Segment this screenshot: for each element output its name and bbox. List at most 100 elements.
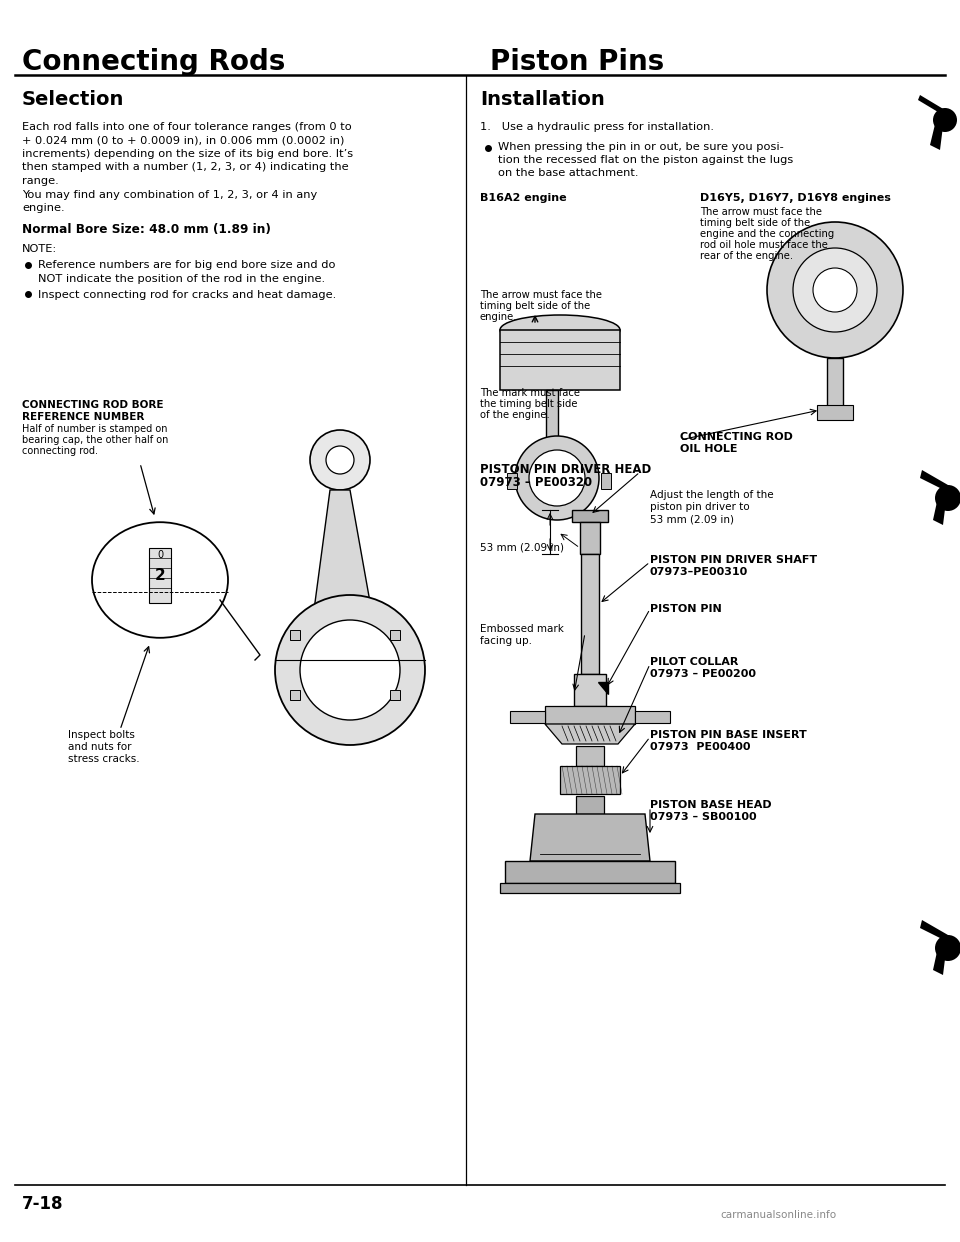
Text: When pressing the pin in or out, be sure you posi-: When pressing the pin in or out, be sure… <box>498 142 783 152</box>
Text: 7-18: 7-18 <box>22 1195 63 1213</box>
Text: 07973 – PE00320: 07973 – PE00320 <box>480 476 592 489</box>
Text: increments) depending on the size of its big end bore. It’s: increments) depending on the size of its… <box>22 149 353 159</box>
Text: Selection: Selection <box>22 89 125 109</box>
Polygon shape <box>598 682 608 694</box>
Ellipse shape <box>500 315 620 345</box>
Text: Adjust the length of the: Adjust the length of the <box>650 491 774 501</box>
Text: bearing cap, the other half on: bearing cap, the other half on <box>22 435 168 445</box>
Bar <box>290 630 300 640</box>
Text: carmanualsonline.info: carmanualsonline.info <box>720 1210 836 1220</box>
Text: PILOT COLLAR: PILOT COLLAR <box>650 657 738 667</box>
Text: The arrow must face the: The arrow must face the <box>700 207 822 217</box>
Text: 07973 – PE00200: 07973 – PE00200 <box>650 669 756 679</box>
Text: timing belt side of the: timing belt side of the <box>700 219 810 229</box>
Text: REFERENCE NUMBER: REFERENCE NUMBER <box>22 412 144 422</box>
Circle shape <box>515 436 599 520</box>
Bar <box>545 705 635 724</box>
Text: The arrow must face the: The arrow must face the <box>480 289 602 301</box>
Polygon shape <box>530 814 650 861</box>
Text: piston pin driver to: piston pin driver to <box>650 502 750 512</box>
Text: Normal Bore Size: 48.0 mm (1.89 in): Normal Bore Size: 48.0 mm (1.89 in) <box>22 222 271 236</box>
Circle shape <box>935 484 960 510</box>
Circle shape <box>935 935 960 961</box>
Circle shape <box>310 430 370 491</box>
Text: 53 mm (2.09 in): 53 mm (2.09 in) <box>650 514 734 524</box>
Bar <box>560 766 620 794</box>
Bar <box>390 630 400 640</box>
Text: rear of the engine.: rear of the engine. <box>700 251 793 261</box>
Text: rod oil hole must face the: rod oil hole must face the <box>700 240 828 250</box>
Text: engine and the connecting: engine and the connecting <box>700 229 834 238</box>
Text: the timing belt side: the timing belt side <box>480 399 578 409</box>
Polygon shape <box>918 94 945 150</box>
Text: 07973–PE00310: 07973–PE00310 <box>650 568 748 578</box>
Text: 53 mm (2.09 in): 53 mm (2.09 in) <box>480 543 564 553</box>
Bar <box>500 330 620 390</box>
Text: and nuts for: and nuts for <box>68 741 132 751</box>
Text: NOT indicate the position of the rod in the engine.: NOT indicate the position of the rod in … <box>38 274 325 284</box>
Bar <box>581 554 599 674</box>
Text: engine.: engine. <box>22 202 64 212</box>
Text: + 0.024 mm (0 to + 0.0009 in), in 0.006 mm (0.0002 in): + 0.024 mm (0 to + 0.0009 in), in 0.006 … <box>22 135 345 145</box>
Text: 07973 – SB00100: 07973 – SB00100 <box>650 812 756 822</box>
Bar <box>576 796 604 814</box>
Text: The mark must face: The mark must face <box>480 388 580 397</box>
Bar <box>601 473 611 489</box>
Text: Piston Pins: Piston Pins <box>490 48 664 76</box>
Bar <box>390 691 400 700</box>
Text: PISTON PIN BASE INSERT: PISTON PIN BASE INSERT <box>650 730 806 740</box>
Text: 2: 2 <box>155 569 165 584</box>
Text: then stamped with a number (1, 2, 3, or 4) indicating the: then stamped with a number (1, 2, 3, or … <box>22 163 348 173</box>
Text: stress cracks.: stress cracks. <box>68 754 139 764</box>
Text: Half of number is stamped on: Half of number is stamped on <box>22 424 167 433</box>
Text: You may find any combination of 1, 2, 3, or 4 in any: You may find any combination of 1, 2, 3,… <box>22 190 317 200</box>
Ellipse shape <box>92 522 228 638</box>
Bar <box>507 473 517 489</box>
Text: PISTON PIN DRIVER HEAD: PISTON PIN DRIVER HEAD <box>480 463 651 476</box>
Bar <box>500 883 680 893</box>
Text: engine.: engine. <box>480 312 517 322</box>
Text: Reference numbers are for big end bore size and do: Reference numbers are for big end bore s… <box>38 261 335 271</box>
Text: B16A2 engine: B16A2 engine <box>480 193 566 202</box>
Text: CONNECTING ROD BORE: CONNECTING ROD BORE <box>22 400 163 410</box>
Text: Inspect bolts: Inspect bolts <box>68 730 134 740</box>
Polygon shape <box>312 491 375 633</box>
Circle shape <box>529 450 585 505</box>
Circle shape <box>813 268 857 312</box>
Text: Inspect connecting rod for cracks and heat damage.: Inspect connecting rod for cracks and he… <box>38 289 336 301</box>
Text: PISTON PIN: PISTON PIN <box>650 604 722 614</box>
Text: Connecting Rods: Connecting Rods <box>22 48 285 76</box>
Circle shape <box>793 248 877 332</box>
Bar <box>149 548 171 604</box>
Circle shape <box>275 595 425 745</box>
Bar <box>546 390 558 445</box>
Polygon shape <box>920 920 948 975</box>
Text: range.: range. <box>22 176 59 186</box>
Text: connecting rod.: connecting rod. <box>22 446 98 456</box>
Text: CONNECTING ROD: CONNECTING ROD <box>680 432 793 442</box>
Text: 07973  PE00400: 07973 PE00400 <box>650 741 751 751</box>
Polygon shape <box>920 469 948 525</box>
Text: 0: 0 <box>156 550 163 560</box>
Text: Installation: Installation <box>480 89 605 109</box>
Text: PISTON BASE HEAD: PISTON BASE HEAD <box>650 800 772 810</box>
Bar <box>505 861 675 883</box>
Bar <box>635 710 670 723</box>
Text: Each rod falls into one of four tolerance ranges (from 0 to: Each rod falls into one of four toleranc… <box>22 122 351 132</box>
Text: tion the recessed flat on the piston against the lugs: tion the recessed flat on the piston aga… <box>498 155 793 165</box>
Text: Embossed mark: Embossed mark <box>480 623 564 633</box>
Text: of the engine.: of the engine. <box>480 410 550 420</box>
Text: OIL HOLE: OIL HOLE <box>680 443 737 455</box>
Bar <box>572 510 608 522</box>
Circle shape <box>300 620 400 720</box>
Bar <box>510 710 545 723</box>
Bar <box>290 691 300 700</box>
Bar <box>574 674 606 705</box>
Bar <box>827 358 843 414</box>
Circle shape <box>326 446 354 474</box>
Text: 1.   Use a hydraulic press for installation.: 1. Use a hydraulic press for installatio… <box>480 122 714 132</box>
Text: timing belt side of the: timing belt side of the <box>480 301 590 310</box>
Polygon shape <box>545 724 635 744</box>
Text: facing up.: facing up. <box>480 636 532 646</box>
Text: PISTON PIN DRIVER SHAFT: PISTON PIN DRIVER SHAFT <box>650 555 817 565</box>
